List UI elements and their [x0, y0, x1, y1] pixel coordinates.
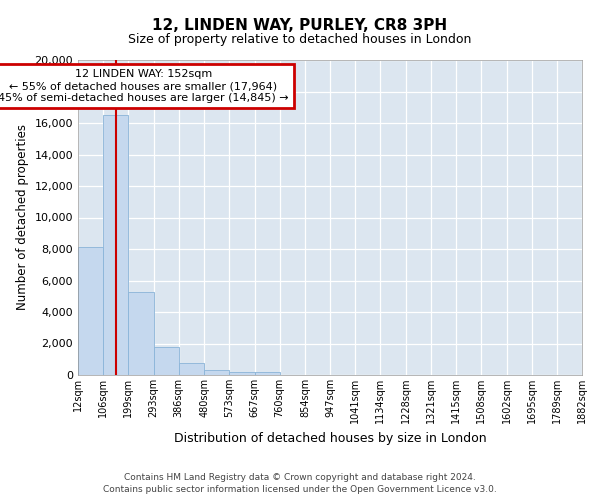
Bar — [179, 363, 204, 375]
Bar — [204, 370, 229, 375]
Y-axis label: Number of detached properties: Number of detached properties — [16, 124, 29, 310]
Text: 12, LINDEN WAY, PURLEY, CR8 3PH: 12, LINDEN WAY, PURLEY, CR8 3PH — [152, 18, 448, 32]
Bar — [229, 372, 254, 375]
Bar — [78, 246, 103, 375]
Bar — [128, 292, 154, 375]
X-axis label: Distribution of detached houses by size in London: Distribution of detached houses by size … — [173, 432, 487, 444]
Text: Contains HM Land Registry data © Crown copyright and database right 2024.
Contai: Contains HM Land Registry data © Crown c… — [103, 472, 497, 494]
Bar — [154, 346, 179, 375]
Text: 12 LINDEN WAY: 152sqm
← 55% of detached houses are smaller (17,964)
45% of semi-: 12 LINDEN WAY: 152sqm ← 55% of detached … — [0, 70, 289, 102]
Bar — [103, 115, 128, 375]
Text: Size of property relative to detached houses in London: Size of property relative to detached ho… — [128, 32, 472, 46]
Bar — [254, 372, 280, 375]
